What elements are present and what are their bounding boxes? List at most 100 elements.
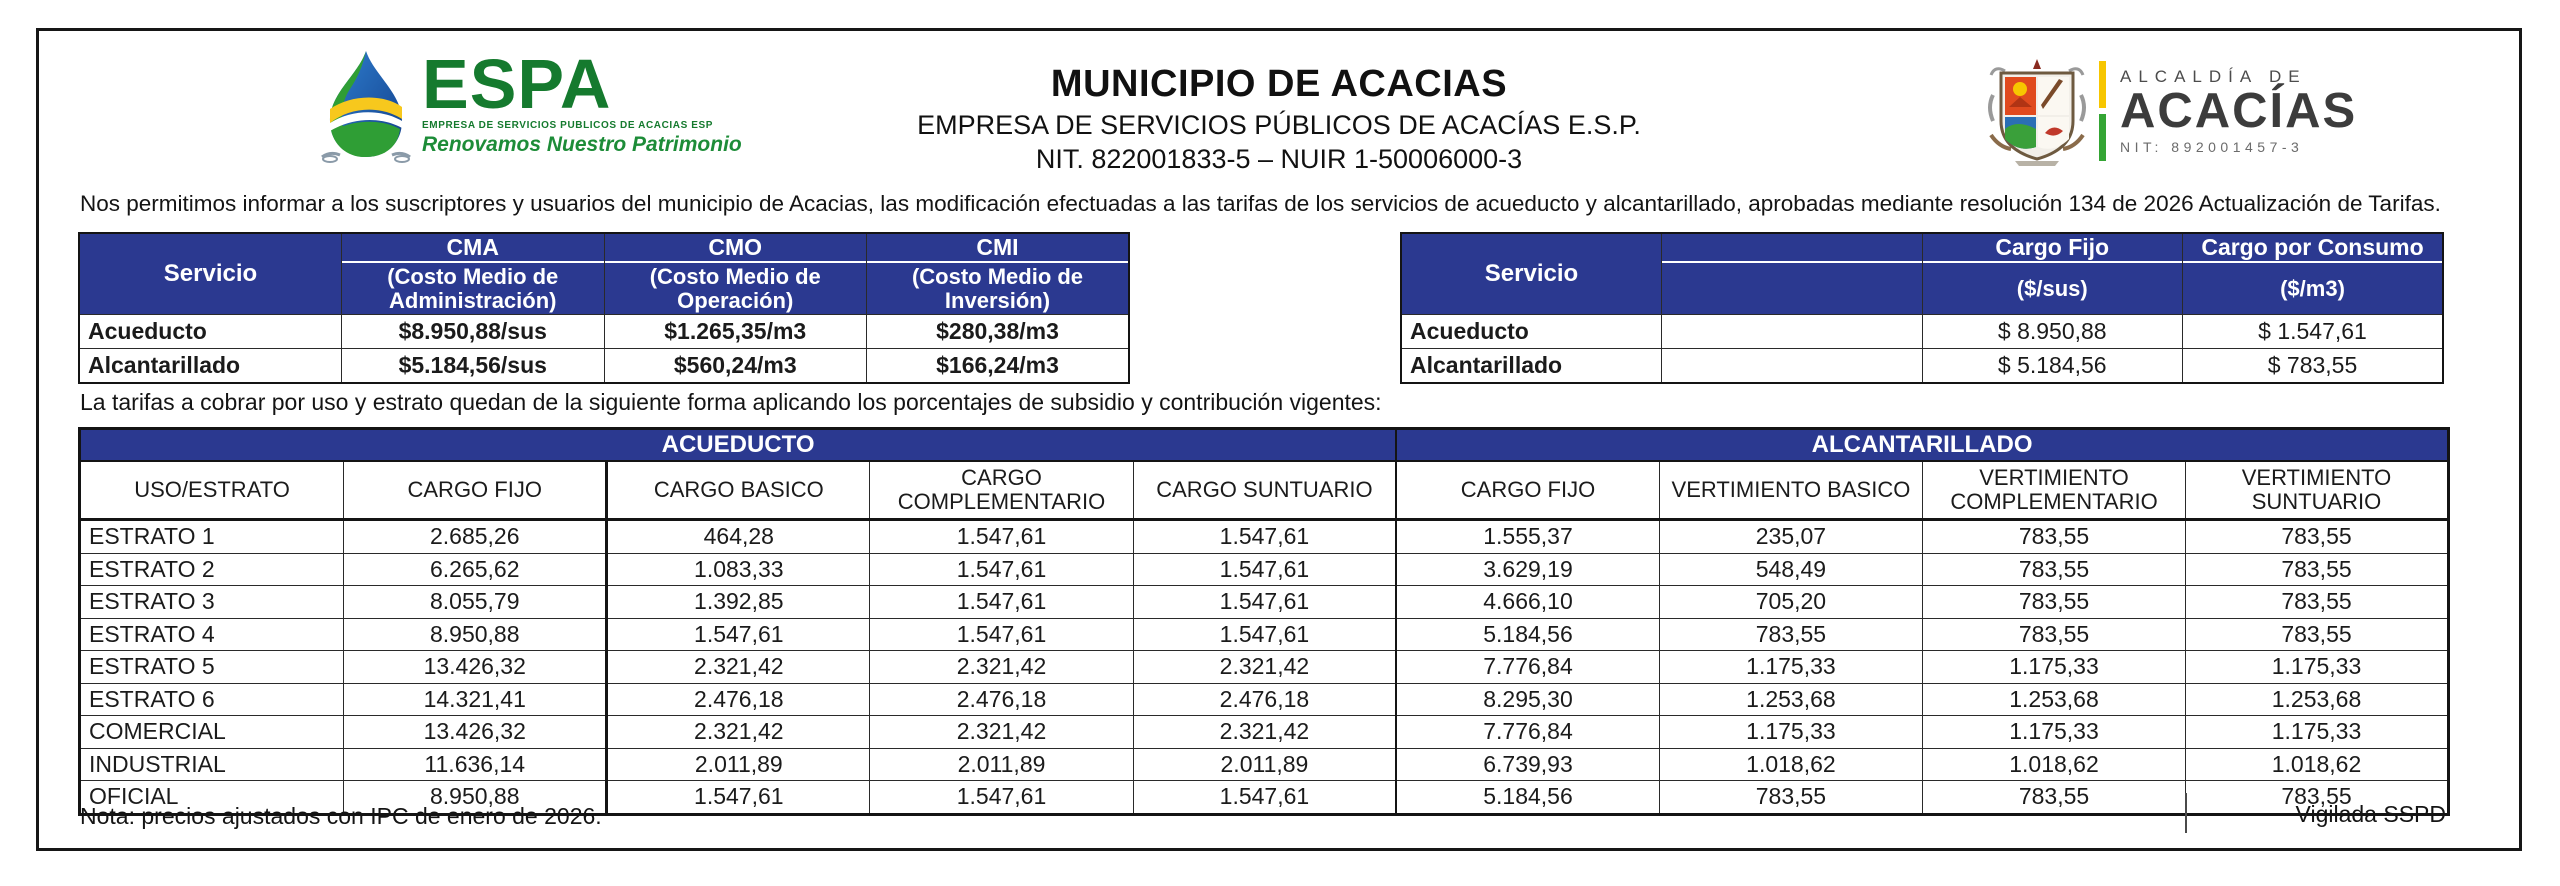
table-row: ESTRATO 5 13.426,32 2.321,42 2.321,42 2.321,… xyxy=(78,650,2450,684)
table-cell: 783,55 xyxy=(1658,780,1924,815)
table-cell: 1.175,33 xyxy=(1922,650,2186,684)
table-row: Acueducto $8.950,88/sus $1.265,35/m3 $280,3… xyxy=(78,314,1130,349)
table-cell: INDUSTRIAL xyxy=(78,747,345,781)
table-cell: 1.547,61 xyxy=(869,519,1134,554)
table-cell: 783,55 xyxy=(1922,617,2186,651)
cost-table-body: Acueducto $8.950,88/sus $1.265,35/m3 $280,3… xyxy=(78,314,1130,384)
cargo-consumo-header: Cargo por Consumo ($/m3) xyxy=(2182,232,2444,315)
charges-table: Servicio Cargo Fijo ($/sus) Cargo por Con… xyxy=(1400,232,2444,384)
table-cell: 1.083,33 xyxy=(606,552,871,586)
table-cell: 1.547,61 xyxy=(1132,552,1398,586)
table-cell: 1.018,62 xyxy=(1922,747,2186,781)
table-cell: 783,55 xyxy=(2184,780,2450,815)
cost-table-header-row: Servicio CMA (Costo Medio de Administraci… xyxy=(78,232,1130,315)
table-cell: $560,24/m3 xyxy=(603,348,867,384)
table-cell: 1.547,61 xyxy=(1132,519,1398,554)
cmo-header: CMO (Costo Medio de Operación) xyxy=(603,232,867,315)
table-cell: 6.739,93 xyxy=(1395,747,1660,781)
table-row: OFICIAL 8.950,88 1.547,61 1.547,61 1.547,61 5… xyxy=(78,780,2450,815)
company-subtitle: EMPRESA DE SERVICIOS PÚBLICOS DE ACACÍAS… xyxy=(917,110,1641,140)
table-cell: 2.685,26 xyxy=(343,519,609,554)
alcaldia-logo: ALCALDÍA DE ACACÍAS NIT: 892001457-3 xyxy=(1985,55,2357,167)
table-cell: 1.253,68 xyxy=(2184,682,2450,716)
table-cell: 8.950,88 xyxy=(343,617,609,651)
col-cargo-fijo-acu: CARGO FIJO xyxy=(343,460,609,521)
table-row: ESTRATO 2 6.265,62 1.083,33 1.547,61 1.547,6… xyxy=(78,552,2450,586)
table-cell: $166,24/m3 xyxy=(866,348,1130,384)
table-cell: 1.547,61 xyxy=(606,780,871,815)
cma-header: CMA (Costo Medio de Administración) xyxy=(341,232,605,315)
table-row: ESTRATO 3 8.055,79 1.392,85 1.547,61 1.547,6… xyxy=(78,585,2450,619)
table-cell: 783,55 xyxy=(1922,585,2186,619)
espa-waterdrop-icon xyxy=(321,51,411,163)
table-cell: 1.547,61 xyxy=(869,780,1134,815)
table-cell: 2.476,18 xyxy=(1132,682,1398,716)
table-cell: ESTRATO 4 xyxy=(78,617,345,651)
table-cell: 1.547,61 xyxy=(1132,585,1398,619)
col-cargo-complementario: CARGO COMPLEMENTARIO xyxy=(869,460,1134,521)
table-cell: 1.547,61 xyxy=(606,617,871,651)
table-cell: ESTRATO 1 xyxy=(78,519,345,554)
alcaldia-logo-text: ALCALDÍA DE ACACÍAS NIT: 892001457-3 xyxy=(2120,67,2357,155)
espa-company-subtext: EMPRESA DE SERVICIOS PUBLICOS DE ACACIAS… xyxy=(422,120,714,131)
empty-header xyxy=(1661,232,1923,315)
acacias-crest-icon xyxy=(1988,59,2086,166)
table-row: ESTRATO 1 2.685,26 464,28 1.547,61 1.547,61 1… xyxy=(78,519,2450,554)
table-cell: 783,55 xyxy=(2184,519,2450,554)
tariff-group-header-row: ACUEDUCTO ALCANTARILLADO xyxy=(79,428,2449,462)
table-cell: 1.547,61 xyxy=(869,617,1134,651)
table-cell: 1.175,33 xyxy=(1658,650,1924,684)
table-cell: 8.055,79 xyxy=(343,585,609,619)
table-cell: 783,55 xyxy=(1922,519,2186,554)
table-cell: 2.011,89 xyxy=(1132,747,1398,781)
tariff-table: ACUEDUCTO ALCANTARILLADO USO/ESTRATO CAR… xyxy=(78,427,2450,816)
table-cell: 1.175,33 xyxy=(1658,715,1924,749)
table-cell: 2.321,42 xyxy=(606,715,871,749)
table-cell: 6.265,62 xyxy=(343,552,609,586)
table-cell: 1.253,68 xyxy=(1922,682,2186,716)
col-vertimiento-suntuario: VERTIMIENTO SUNTUARIO xyxy=(2184,460,2450,521)
table-cell: $1.265,35/m3 xyxy=(603,314,867,349)
table-cell: 2.321,42 xyxy=(869,650,1134,684)
table-cell: 13.426,32 xyxy=(343,650,609,684)
table-cell: 1.175,33 xyxy=(2184,715,2450,749)
col-vertimiento-complementario: VERTIMIENTO COMPLEMENTARIO xyxy=(1922,460,2186,521)
table-row: Alcantarillado $ 5.184,56 $ 783,55 xyxy=(1400,348,2444,384)
intro-paragraph: Nos permitimos informar a los suscriptor… xyxy=(80,191,2441,216)
document-title-block: MUNICIPIO DE ACACIAS EMPRESA DE SERVICIO… xyxy=(917,63,1641,175)
table-cell: 7.776,84 xyxy=(1395,715,1660,749)
table-cell xyxy=(1661,314,1923,349)
table-cell: $8.950,88/sus xyxy=(341,314,605,349)
table-cell: 2.476,18 xyxy=(869,682,1134,716)
table-cell: Acueducto xyxy=(78,314,342,349)
table-cell: 8.950,88 xyxy=(343,780,609,815)
table-cell: $ 5.184,56 xyxy=(1921,348,2183,384)
table-row: COMERCIAL 13.426,32 2.321,42 2.321,42 2.321,… xyxy=(78,715,2450,749)
table-cell: 1.253,68 xyxy=(1658,682,1924,716)
table-cell: 11.636,14 xyxy=(343,747,609,781)
table-cell xyxy=(1661,348,1923,384)
table-cell: COMERCIAL xyxy=(78,715,345,749)
table-row: Acueducto $ 8.950,88 $ 1.547,61 xyxy=(1400,314,2444,349)
table-cell: ESTRATO 5 xyxy=(78,650,345,684)
table-cell: 1.175,33 xyxy=(2184,650,2450,684)
table-cell: 783,55 xyxy=(1922,780,2186,815)
table-cell: Acueducto xyxy=(1400,314,1662,349)
table-cell: 8.295,30 xyxy=(1395,682,1660,716)
acueducto-group-header: ACUEDUCTO xyxy=(79,428,1398,462)
espa-tagline: Renovamos Nuestro Patrimonio xyxy=(422,133,742,156)
charges-table-body: Acueducto $ 8.950,88 $ 1.547,61 Alcantarill… xyxy=(1400,314,2444,384)
espa-logo: ESPA EMPRESA DE SERVICIOS PUBLICOS DE AC… xyxy=(320,49,742,167)
table-cell: 14.321,41 xyxy=(343,682,609,716)
col-uso-estrato: USO/ESTRATO xyxy=(78,460,345,521)
servicio-header: Servicio xyxy=(1400,232,1662,315)
document-border-frame: ESPA EMPRESA DE SERVICIOS PUBLICOS DE AC… xyxy=(36,28,2522,851)
page-title: MUNICIPIO DE ACACIAS xyxy=(1050,63,1508,105)
table-cell: 1.547,61 xyxy=(869,585,1134,619)
table-cell: 4.666,10 xyxy=(1395,585,1660,619)
vigilada-divider-line xyxy=(2185,793,2187,833)
table-cell: 783,55 xyxy=(1658,617,1924,651)
alcaldia-de-label: ALCALDÍA DE xyxy=(2120,67,2307,87)
table-cell: $5.184,56/sus xyxy=(341,348,605,384)
